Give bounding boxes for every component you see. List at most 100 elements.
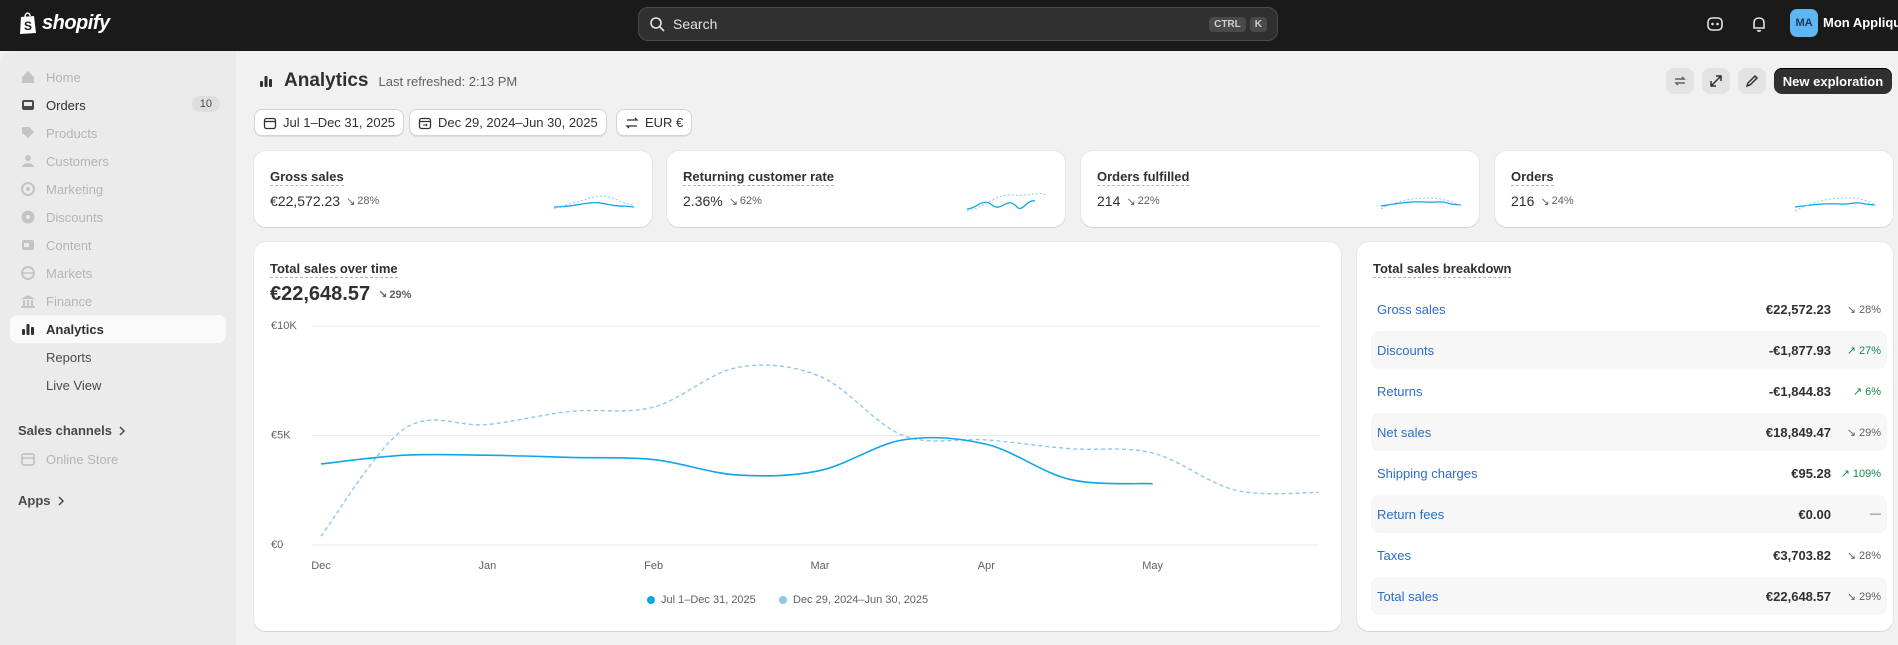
chart-total-row: €22,648.57 ↘ 29%	[270, 283, 411, 306]
arrow-down-icon: ↘	[378, 289, 388, 301]
calendar-icon	[263, 117, 277, 129]
bank-icon	[21, 295, 35, 308]
sidebar-item-finance[interactable]: Finance	[10, 287, 226, 315]
chart-title[interactable]: Total sales over time	[270, 261, 398, 278]
legend-comparison[interactable]: Dec 29, 2024–Jun 30, 2025	[779, 594, 928, 606]
x-tick-label: May	[1142, 560, 1163, 572]
breakdown-row: Shipping charges €95.28 ↗ 109%	[1371, 454, 1887, 492]
avatar[interactable]: MA	[1790, 9, 1818, 37]
breakdown-link[interactable]: Gross sales	[1377, 301, 1446, 317]
breakdown-delta: —	[1870, 508, 1881, 520]
fullscreen-button[interactable]	[1702, 68, 1730, 94]
analytics-icon	[260, 76, 272, 87]
search-icon	[650, 17, 665, 32]
delta-value: 24%	[1551, 195, 1574, 207]
top-bar: S shopify Search CTRL K MA Mon Applique	[0, 0, 1898, 51]
legend-current[interactable]: Jul 1–Dec 31, 2025	[647, 594, 756, 606]
breakdown-link[interactable]: Return fees	[1377, 506, 1445, 522]
delta-value: 29%	[389, 288, 412, 301]
sidebar: Home Orders 10 Products Customers Market…	[0, 51, 236, 645]
sales-line-chart: €10K €5K €0 Dec Jan Feb Mar Apr May	[271, 320, 1320, 572]
breakdown-title[interactable]: Total sales breakdown	[1373, 261, 1512, 278]
metric-value-row: 2.36% ↘ 62%	[683, 193, 762, 209]
delta-value: 62%	[739, 195, 762, 207]
shortcut-ctrl: CTRL	[1209, 16, 1246, 32]
store-name[interactable]: Mon Applique	[1823, 15, 1898, 30]
page-header: Analytics Last refreshed: 2:13 PM	[258, 70, 517, 92]
breakdown-delta: ↗ 27%	[1846, 344, 1881, 357]
legend-label: Dec 29, 2024–Jun 30, 2025	[793, 594, 929, 606]
sidebar-item-label: Content	[46, 237, 92, 253]
shopify-logo[interactable]: S shopify	[18, 11, 110, 35]
sidebar-item-home[interactable]: Home	[10, 63, 226, 91]
sales-channels-header[interactable]: Sales channels	[18, 423, 126, 438]
sidebar-item-label: Online Store	[46, 451, 119, 467]
arrow-down-icon: ↘	[1540, 195, 1550, 208]
chevron-right-icon	[119, 425, 126, 436]
metric-card-gross-sales[interactable]: Gross sales €22,572.23 ↘ 28%	[254, 151, 652, 227]
breakdown-value: €0.00	[1798, 506, 1831, 522]
person-icon	[22, 155, 34, 167]
sidebar-item-label: Discounts	[46, 209, 104, 225]
sidebar-item-products[interactable]: Products	[10, 119, 226, 147]
refresh-button[interactable]	[1666, 68, 1694, 94]
breakdown-value: -€1,877.93	[1768, 342, 1831, 358]
metric-card-returning-customer-rate[interactable]: Returning customer rate 2.36% ↘ 62%	[667, 151, 1065, 227]
search-input[interactable]: Search CTRL K	[638, 7, 1278, 41]
pencil-icon	[1745, 74, 1759, 88]
sparkline-chart	[967, 193, 1047, 212]
sidebar-item-content[interactable]: Content	[10, 231, 226, 259]
sparkline-chart	[1381, 197, 1461, 210]
page-title: Analytics	[284, 70, 369, 91]
delta-value: 28%	[357, 195, 380, 207]
edit-button[interactable]	[1738, 68, 1766, 94]
sparkline-chart	[1795, 197, 1875, 212]
breakdown-delta: ↗ 6%	[1852, 385, 1881, 398]
x-tick-label: Dec	[311, 560, 331, 572]
total-sales-over-time-card: Total sales over time €22,648.57 ↘ 29% €1…	[254, 242, 1341, 631]
breakdown-delta: ↘ 29%	[1846, 590, 1881, 603]
sidebar-item-label: Orders	[46, 97, 86, 113]
metric-delta: ↘ 62%	[729, 195, 762, 208]
new-exploration-button[interactable]: New exploration	[1774, 68, 1892, 94]
breakdown-link[interactable]: Total sales	[1377, 588, 1439, 604]
breakdown-link[interactable]: Net sales	[1377, 424, 1432, 440]
apps-label: Apps	[18, 493, 51, 508]
sidebar-item-analytics[interactable]: Analytics	[10, 315, 226, 343]
x-tick-label: Mar	[811, 560, 830, 572]
sidebar-item-label: Analytics	[46, 321, 104, 337]
sidebar-item-customers[interactable]: Customers	[10, 147, 226, 175]
x-tick-label: Feb	[644, 560, 663, 572]
metric-card-orders[interactable]: Orders 216 ↘ 24%	[1495, 151, 1893, 227]
swap-icon	[625, 117, 639, 128]
metric-card-orders-fulfilled[interactable]: Orders fulfilled 214 ↘ 22%	[1081, 151, 1479, 227]
sidebar-item-online-store[interactable]: Online Store	[10, 445, 226, 473]
metric-value: 2.36%	[683, 193, 723, 209]
sidekick-icon[interactable]	[1705, 14, 1725, 34]
breakdown-link[interactable]: Taxes	[1377, 547, 1411, 563]
bell-icon[interactable]	[1749, 14, 1769, 34]
sidebar-item-marketing[interactable]: Marketing	[10, 175, 226, 203]
sidebar-item-discounts[interactable]: Discounts	[10, 203, 226, 231]
store-icon	[21, 453, 35, 466]
arrow-down-icon: ↘	[1126, 195, 1136, 208]
sidebar-item-reports[interactable]: Reports	[10, 343, 226, 371]
sidebar-item-orders[interactable]: Orders 10	[10, 91, 226, 119]
breakdown-link[interactable]: Returns	[1377, 383, 1423, 399]
apps-header[interactable]: Apps	[18, 493, 65, 508]
compare-range-picker[interactable]: Dec 29, 2024–Jun 30, 2025	[409, 109, 607, 136]
search-placeholder: Search	[673, 16, 718, 32]
breakdown-link[interactable]: Discounts	[1377, 342, 1435, 358]
sidebar-item-markets[interactable]: Markets	[10, 259, 226, 287]
sales-channels-label: Sales channels	[18, 423, 112, 438]
discount-icon	[21, 210, 35, 224]
date-range-label: Jul 1–Dec 31, 2025	[283, 115, 396, 130]
compare-range-label: Dec 29, 2024–Jun 30, 2025	[438, 115, 598, 130]
currency-selector[interactable]: EUR €	[616, 109, 693, 136]
metric-value: 216	[1511, 193, 1535, 209]
date-range-picker[interactable]: Jul 1–Dec 31, 2025	[254, 109, 405, 136]
chart-total-value: €22,648.57	[270, 283, 371, 305]
sidebar-item-live-view[interactable]: Live View	[10, 371, 226, 399]
breakdown-link[interactable]: Shipping charges	[1377, 465, 1478, 481]
breakdown-value: €3,703.82	[1773, 547, 1831, 563]
